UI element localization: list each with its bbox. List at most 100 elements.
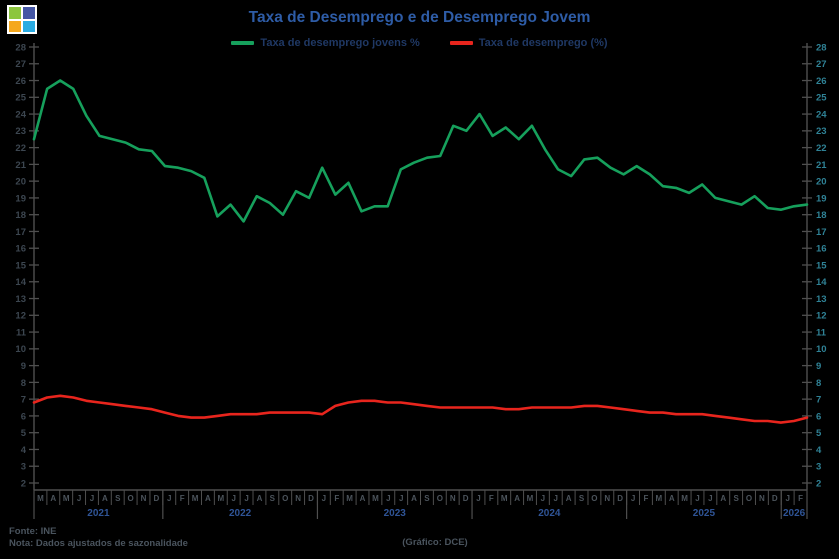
month-label: D <box>617 494 623 503</box>
month-label: F <box>644 494 649 503</box>
month-label: M <box>527 494 534 503</box>
y-tick-label-right: 7 <box>816 395 821 406</box>
y-tick-label-right: 4 <box>816 445 822 456</box>
y-tick-label-left: 15 <box>15 260 26 271</box>
total-line-swatch <box>449 41 473 45</box>
month-label: M <box>37 494 44 503</box>
footer-note: Nota: Dados ajustados de sazonalidade <box>9 538 188 549</box>
month-label: D <box>772 494 778 503</box>
month-label: N <box>141 494 147 503</box>
month-label: A <box>566 494 572 503</box>
month-label: O <box>128 494 134 503</box>
month-label: J <box>631 494 635 503</box>
y-tick-label-right: 8 <box>816 378 821 389</box>
month-label: J <box>386 494 390 503</box>
y-tick-label-left: 28 <box>15 42 26 53</box>
y-tick-label-right: 2 <box>816 478 821 489</box>
logo-square-orange <box>9 20 21 32</box>
month-label: F <box>334 494 339 503</box>
y-tick-label-right: 28 <box>816 42 827 53</box>
month-label: A <box>669 494 675 503</box>
month-label: M <box>217 494 224 503</box>
month-label: J <box>322 494 326 503</box>
y-tick-label-right: 16 <box>816 244 827 255</box>
month-label: J <box>399 494 403 503</box>
y-tick-label-right: 21 <box>816 160 827 171</box>
y-tick-label-left: 24 <box>15 109 26 120</box>
y-tick-label-left: 19 <box>15 193 26 204</box>
year-label: 2022 <box>229 508 252 519</box>
year-label: 2024 <box>538 508 561 519</box>
month-label: O <box>282 494 288 503</box>
y-tick-label-right: 18 <box>816 210 827 221</box>
y-tick-label-left: 12 <box>15 311 26 322</box>
y-tick-label-left: 16 <box>15 244 26 255</box>
y-tick-label-right: 20 <box>816 177 827 188</box>
month-label: N <box>604 494 610 503</box>
y-tick-label-left: 20 <box>15 177 26 188</box>
month-label: M <box>501 494 508 503</box>
year-label: 2026 <box>783 508 806 519</box>
month-label: A <box>205 494 211 503</box>
month-label: M <box>681 494 688 503</box>
month-label: J <box>476 494 480 503</box>
legend-item-total: Taxa de desemprego (%) <box>449 37 608 49</box>
y-tick-label-left: 6 <box>21 411 26 422</box>
y-tick-label-left: 26 <box>15 76 26 87</box>
month-label: D <box>154 494 160 503</box>
footer-credit: (Gráfico: DCE) <box>402 537 468 548</box>
y-tick-label-left: 8 <box>21 378 26 389</box>
month-label: J <box>90 494 94 503</box>
month-label: N <box>295 494 301 503</box>
y-tick-label-left: 3 <box>21 462 26 473</box>
month-label: J <box>554 494 558 503</box>
month-label: J <box>167 494 171 503</box>
four-squares-logo <box>7 5 37 34</box>
month-label: A <box>102 494 108 503</box>
month-label: O <box>591 494 597 503</box>
month-label: S <box>733 494 739 503</box>
year-label: 2021 <box>87 508 110 519</box>
month-label: F <box>180 494 185 503</box>
y-tick-label-right: 6 <box>816 411 821 422</box>
logo-square-lightblue <box>23 20 35 32</box>
y-tick-label-right: 26 <box>816 76 827 87</box>
y-tick-label-left: 22 <box>15 143 26 154</box>
month-label: S <box>115 494 121 503</box>
month-label: D <box>463 494 469 503</box>
y-tick-label-left: 13 <box>15 294 26 305</box>
y-tick-label-left: 10 <box>15 344 26 355</box>
y-tick-label-left: 25 <box>15 93 26 104</box>
y-tick-label-right: 24 <box>816 109 827 120</box>
month-label: J <box>244 494 248 503</box>
month-label: M <box>372 494 379 503</box>
year-label: 2025 <box>693 508 716 519</box>
y-tick-label-left: 9 <box>21 361 26 372</box>
legend-label-youth: Taxa de desemprego jovens % <box>260 37 420 49</box>
month-label: N <box>450 494 456 503</box>
y-tick-label-right: 12 <box>816 311 827 322</box>
legend-label-total: Taxa de desemprego (%) <box>478 37 608 49</box>
y-tick-label-left: 27 <box>15 59 26 70</box>
total-unemployment-line <box>32 394 809 424</box>
y-tick-label-right: 17 <box>816 227 827 238</box>
y-tick-label-left: 18 <box>15 210 26 221</box>
y-tick-label-right: 13 <box>816 294 827 305</box>
y-tick-label-right: 9 <box>816 361 821 372</box>
y-tick-label-left: 5 <box>21 428 27 439</box>
month-label: S <box>579 494 585 503</box>
month-label: M <box>192 494 199 503</box>
chart-legend: Taxa de desemprego jovens % Taxa de dese… <box>0 37 839 49</box>
y-tick-label-right: 23 <box>816 126 827 137</box>
legend-item-youth: Taxa de desemprego jovens % <box>231 37 420 49</box>
logo-square-green <box>9 7 21 19</box>
month-label: D <box>308 494 314 503</box>
footer-source: Fonte: INE <box>9 526 57 537</box>
logo-square-blue <box>23 7 35 19</box>
y-tick-label-right: 3 <box>816 462 821 473</box>
month-label: J <box>695 494 699 503</box>
month-label: O <box>746 494 752 503</box>
y-tick-label-right: 27 <box>816 59 827 70</box>
y-tick-label-right: 10 <box>816 344 827 355</box>
